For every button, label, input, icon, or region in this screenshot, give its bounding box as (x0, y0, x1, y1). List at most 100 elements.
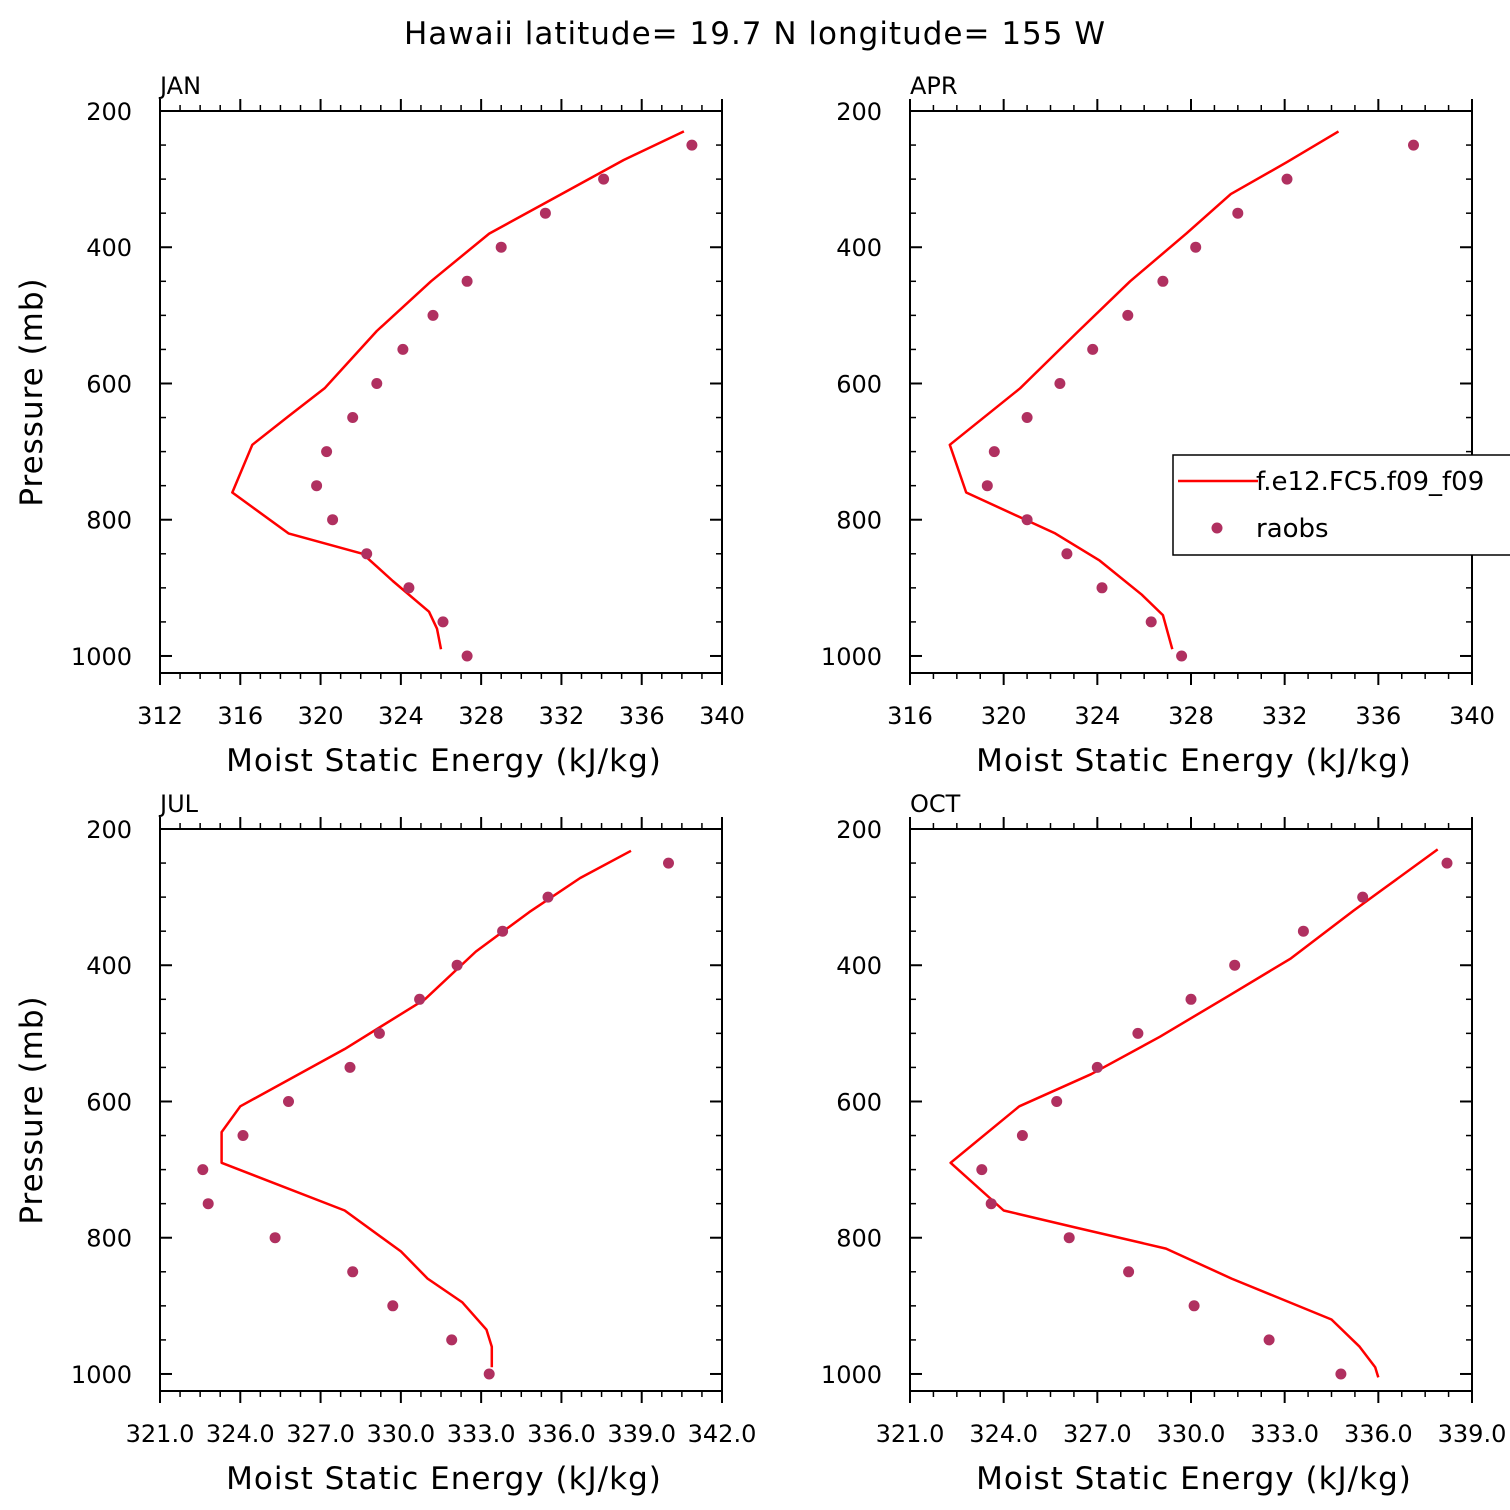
y-tick-label: 400 (86, 952, 132, 980)
x-tick-label: 332 (539, 702, 585, 730)
panel-jul: JUL 321.0 324.0 327.0 330.0 333.0 336.0 339.0 34… (14, 790, 756, 1497)
x-tick-label: 333.0 (1250, 1420, 1319, 1448)
plot-frame (909, 110, 1473, 674)
x-tick-label: 330.0 (1157, 1420, 1226, 1448)
y-axis-ticks: 200 400 600 800 1000 (71, 98, 722, 671)
raobs-point (347, 1266, 359, 1278)
raobs-point (1087, 343, 1099, 355)
raobs-point (1229, 959, 1241, 971)
legend-obs-marker (1211, 522, 1223, 534)
x-tick-label: 332 (1262, 702, 1308, 730)
y-tick-label: 600 (836, 1088, 882, 1116)
x-axis-ticks: 321.0 324.0 327.0 330.0 333.0 336.0 339.0 (876, 817, 1507, 1448)
raobs-point (1157, 275, 1169, 287)
raobs-point (427, 309, 439, 321)
raobs-point (1061, 548, 1073, 560)
x-axis-label: Moist Static Energy (kJ/kg) (976, 1461, 1412, 1497)
raobs-point (1408, 139, 1419, 151)
x-tick-label: 328 (1168, 702, 1214, 730)
panel-oct: OCT 321.0 324.0 327.0 330.0 333.0 336.0 339.0 20… (821, 790, 1506, 1497)
raobs-point (1145, 616, 1157, 628)
raobs-point (1096, 582, 1108, 594)
raobs-point (311, 480, 323, 492)
raobs-point (344, 1061, 356, 1073)
raobs-point (1190, 241, 1202, 253)
y-axis-label: Pressure (mb) (14, 277, 50, 506)
x-tick-label: 321.0 (876, 1420, 945, 1448)
y-tick-label: 1000 (71, 643, 132, 671)
raobs-point (1441, 857, 1453, 869)
x-tick-label: 340 (699, 702, 745, 730)
raobs-point (461, 650, 473, 662)
raobs-series (976, 857, 1453, 1380)
raobs-point (1297, 925, 1309, 937)
y-axis-ticks: 200 400 600 800 1000 (821, 98, 1472, 671)
raobs-point (1123, 1266, 1135, 1278)
raobs-point (461, 275, 473, 287)
panel-title: OCT (910, 790, 961, 818)
raobs-series (981, 139, 1419, 662)
y-tick-label: 600 (836, 370, 882, 398)
x-tick-label: 340 (1449, 702, 1495, 730)
x-tick-label: 336.0 (527, 1420, 596, 1448)
raobs-point (1122, 309, 1134, 321)
x-tick-label: 330.0 (366, 1420, 435, 1448)
y-tick-label: 1000 (71, 1361, 132, 1389)
model-series-line (231, 130, 685, 650)
panel-title: JAN (158, 72, 201, 100)
y-tick-label: 200 (86, 816, 132, 844)
x-tick-label: 324 (1074, 702, 1120, 730)
legend: f.e12.FC5.f09_f09 raobs (1172, 454, 1510, 556)
y-tick-label: 800 (86, 1225, 132, 1253)
raobs-point (495, 241, 507, 253)
panel-apr: APR 316 320 324 328 332 336 340 200 400 600 800 1000… (821, 72, 1495, 779)
raobs-point (437, 616, 449, 628)
y-tick-label: 800 (836, 1225, 882, 1253)
raobs-point (483, 1368, 495, 1380)
raobs-point (976, 1164, 988, 1176)
raobs-point (387, 1300, 399, 1312)
raobs-point (237, 1130, 249, 1141)
y-tick-label: 600 (86, 1088, 132, 1116)
raobs-point (988, 446, 1000, 458)
x-tick-label: 327.0 (1063, 1420, 1132, 1448)
x-axis-label: Moist Static Energy (kJ/kg) (226, 743, 662, 779)
x-tick-label: 316 (217, 702, 263, 730)
y-tick-label: 200 (836, 98, 882, 126)
panel-title: APR (910, 72, 958, 100)
x-tick-label: 333.0 (447, 1420, 516, 1448)
x-tick-label: 320 (298, 702, 344, 730)
y-tick-label: 1000 (821, 643, 882, 671)
x-axis-label: Moist Static Energy (kJ/kg) (976, 743, 1412, 779)
raobs-point (1357, 891, 1369, 903)
y-tick-label: 1000 (821, 1361, 882, 1389)
panel-title: JUL (158, 790, 199, 818)
plot-frame (159, 110, 723, 674)
y-tick-label: 200 (86, 98, 132, 126)
plot-frame (159, 828, 723, 1392)
legend-model-label: f.e12.FC5.f09_f09 (1256, 467, 1484, 497)
legend-obs-label: raobs (1256, 514, 1329, 544)
x-tick-label: 324.0 (206, 1420, 275, 1448)
raobs-point (539, 207, 551, 219)
raobs-series (311, 139, 698, 662)
x-tick-label: 321.0 (126, 1420, 195, 1448)
raobs-point (327, 514, 339, 526)
x-tick-label: 312 (137, 702, 183, 730)
raobs-point (542, 891, 554, 903)
x-tick-label: 339.0 (607, 1420, 676, 1448)
y-tick-label: 400 (836, 234, 882, 262)
raobs-point (1132, 1027, 1144, 1039)
raobs-point (1054, 378, 1066, 389)
raobs-point (1176, 650, 1188, 662)
raobs-point (497, 925, 509, 937)
y-tick-label: 400 (836, 952, 882, 980)
raobs-point (1188, 1300, 1200, 1312)
model-series-line (220, 849, 632, 1368)
raobs-point (403, 582, 415, 594)
raobs-point (1232, 207, 1244, 219)
x-tick-label: 316 (887, 702, 933, 730)
raobs-point (1016, 1130, 1028, 1141)
x-tick-label: 328 (458, 702, 504, 730)
x-tick-label: 339.0 (1438, 1420, 1507, 1448)
